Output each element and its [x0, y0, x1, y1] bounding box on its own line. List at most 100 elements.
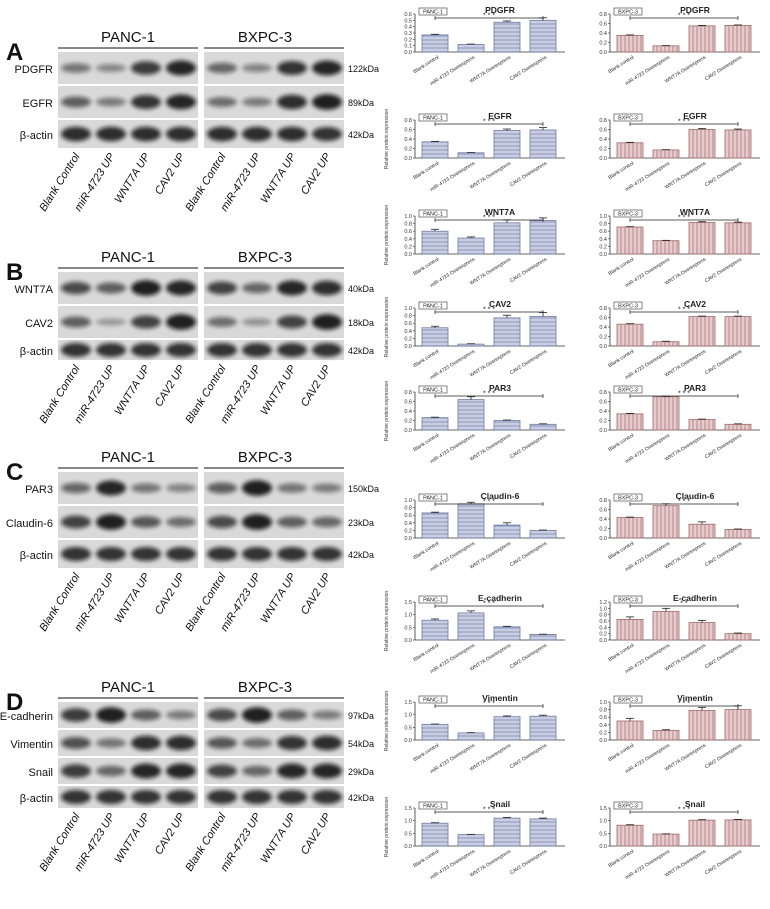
- bar: [616, 142, 644, 159]
- bar: [457, 732, 485, 741]
- x-category-label: WNT7A Overexpress: [664, 742, 707, 772]
- bar: [457, 152, 485, 159]
- band: [96, 343, 126, 357]
- size-label: 40kDa: [348, 284, 374, 294]
- x-category-label: Blank control: [607, 433, 635, 453]
- band: [312, 60, 342, 76]
- band: [242, 318, 272, 326]
- bar-chart: E-cadherin BXPC-3 0.00.20.40.60.81.01.2 Bla…: [599, 593, 760, 675]
- y-tick-label: 0.0: [599, 638, 607, 644]
- band: [207, 482, 237, 494]
- y-tick-label: 0.4: [404, 237, 412, 243]
- band: [242, 514, 272, 530]
- cell-line-tag-box: [418, 801, 448, 810]
- bar: [652, 505, 680, 539]
- band: [207, 515, 237, 529]
- x-category-label: CAV2 Overexpress: [509, 160, 549, 188]
- size-label: 42kDa: [348, 550, 374, 560]
- bar: [652, 45, 680, 53]
- y-tick-label: 0.5: [404, 18, 412, 24]
- band: [131, 61, 161, 75]
- y-axis-label: Relative protein expression: [384, 205, 390, 266]
- x-category-label: WNT7A Overexpress: [469, 432, 512, 462]
- cell-line-tag-box: [613, 113, 643, 122]
- bar: [529, 818, 557, 847]
- western-blot-svg: A PANC-1 BXPC-3 PDGFR 122kDa EGFR 89kDa β-actin…: [0, 29, 379, 874]
- y-tick-label: 0.2: [404, 419, 412, 425]
- band: [131, 343, 161, 357]
- band: [242, 765, 272, 777]
- band: [96, 738, 126, 748]
- y-tick-label: 0.6: [599, 128, 607, 134]
- x-category-label: CAV2 Overexpress: [704, 642, 744, 670]
- band: [166, 710, 196, 720]
- y-tick-label: 0.5: [599, 831, 607, 837]
- bar-chart: WNT7A PANC-1 0.0 0.20.4 0.60.8 1.0 Relative pr…: [384, 205, 565, 289]
- band: [131, 547, 161, 561]
- band: [166, 763, 196, 779]
- band: [312, 516, 342, 528]
- band: [207, 708, 237, 722]
- cell-line-tag-box: [418, 493, 448, 502]
- band: [312, 763, 342, 779]
- x-category-label: CAV2 Overexpress: [509, 256, 549, 284]
- cell-line-tag-box: [418, 301, 448, 310]
- x-category-label: Blank control: [607, 349, 635, 369]
- x-category-label: WNT7A Overexpress: [469, 160, 512, 190]
- y-tick-label: 0.0: [599, 738, 607, 744]
- y-tick-label: 0.0: [404, 844, 412, 850]
- cell-line-label: PANC-1: [101, 679, 155, 696]
- band: [277, 126, 307, 142]
- y-tick-label: 0.0: [599, 428, 607, 434]
- y-tick-label: 0.1: [404, 44, 412, 50]
- x-category-label: CAV2 Overexpress: [509, 540, 549, 568]
- cell-line-tag: PANC-1: [423, 116, 443, 122]
- band: [312, 547, 342, 561]
- y-tick-label: 0.4: [599, 625, 607, 631]
- band: [277, 315, 307, 329]
- chart-title: CAV2: [684, 299, 706, 309]
- significance-stars: * * *: [678, 215, 690, 222]
- band: [96, 63, 126, 73]
- bar: [724, 222, 752, 255]
- cell-line-tag: PANC-1: [423, 10, 443, 16]
- x-category-label: CAV2 Overexpress: [509, 848, 549, 876]
- size-label: 54kDa: [348, 739, 374, 749]
- y-tick-label: 0.4: [404, 25, 412, 31]
- cell-line-tag-box: [418, 209, 448, 218]
- lane-label: WNT7A UP: [258, 571, 298, 626]
- band: [166, 60, 196, 76]
- x-category-label: WNT7A Overexpress: [469, 540, 512, 570]
- band: [61, 96, 91, 108]
- y-tick-label: 0.4: [599, 723, 607, 729]
- bar: [493, 317, 521, 347]
- y-tick-label: 0.5: [404, 625, 412, 631]
- size-label: 29kDa: [348, 767, 374, 777]
- band: [61, 316, 91, 328]
- x-category-label: CAV2 Overexpress: [704, 848, 744, 876]
- y-tick-label: 1.5: [404, 806, 412, 812]
- band: [96, 547, 126, 561]
- band: [131, 709, 161, 721]
- y-tick-label: 0.2: [404, 244, 412, 250]
- y-tick-label: 0.0: [404, 738, 412, 744]
- bar: [457, 399, 485, 431]
- band: [96, 97, 126, 107]
- x-category-label: WNT7A Overexpress: [469, 348, 512, 378]
- bar: [688, 222, 716, 255]
- bar: [457, 834, 485, 847]
- lane-label: CAV2 UP: [299, 151, 334, 197]
- x-category-label: Blank control: [607, 541, 635, 561]
- lane-label: WNT7A UP: [258, 151, 298, 206]
- chart-title: PDGFR: [680, 5, 710, 15]
- band: [312, 735, 342, 751]
- chart-title: PAR3: [684, 383, 706, 393]
- y-tick-label: 0.2: [599, 730, 607, 736]
- lane-label: CAV2 UP: [153, 151, 188, 197]
- y-tick-label: 0.4: [599, 237, 607, 243]
- protein-label: PDGFR: [15, 64, 54, 76]
- cell-line-tag: PANC-1: [423, 698, 443, 704]
- protein-label: EGFR: [22, 98, 53, 110]
